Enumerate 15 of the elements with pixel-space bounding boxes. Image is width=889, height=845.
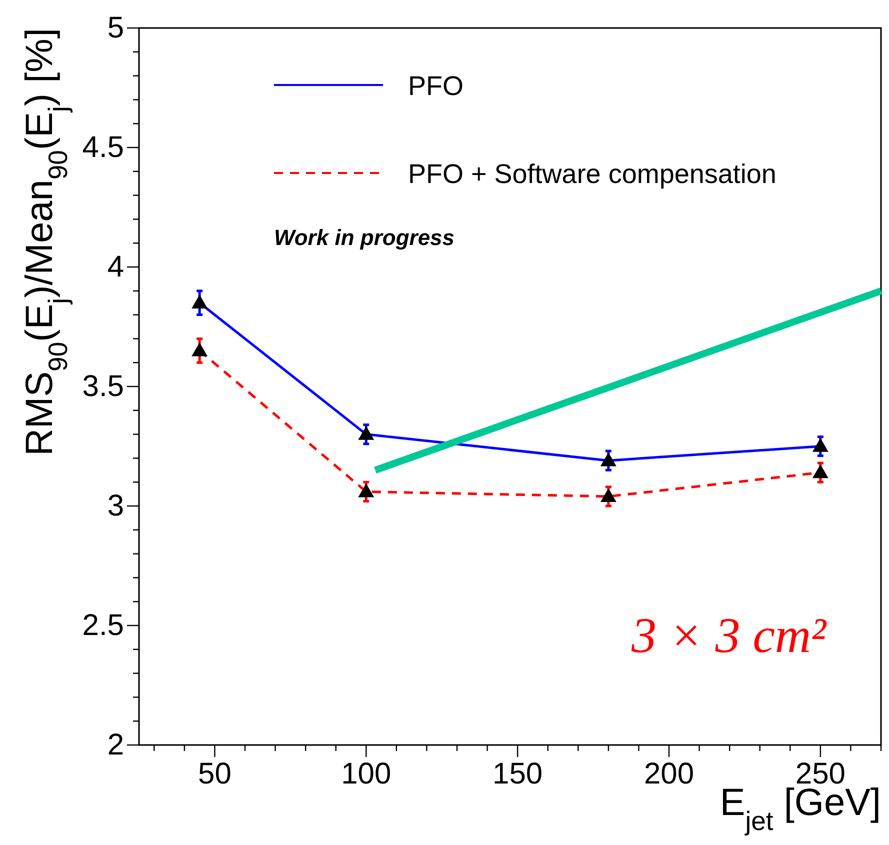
x-tick-label: 200	[644, 757, 694, 790]
y-tick-label: 4	[107, 250, 124, 284]
legend-label: PFO	[408, 71, 464, 101]
x-tick-label: 150	[492, 757, 543, 790]
annotation: 3 × 3 cm²	[630, 607, 828, 663]
y-tick-label: 2.5	[82, 609, 124, 642]
x-tick-label: 50	[198, 757, 232, 790]
y-tick-label: 3	[107, 490, 124, 523]
annotation: Work in progress	[274, 225, 455, 250]
legend-label: PFO + Software compensation	[408, 159, 776, 189]
y-tick-label: 3.5	[82, 370, 124, 404]
y-tick-label: 5	[107, 12, 124, 45]
y-tick-label: 2	[107, 728, 124, 762]
y-tick-label: 4.5	[82, 131, 124, 164]
x-tick-label: 100	[341, 757, 392, 790]
